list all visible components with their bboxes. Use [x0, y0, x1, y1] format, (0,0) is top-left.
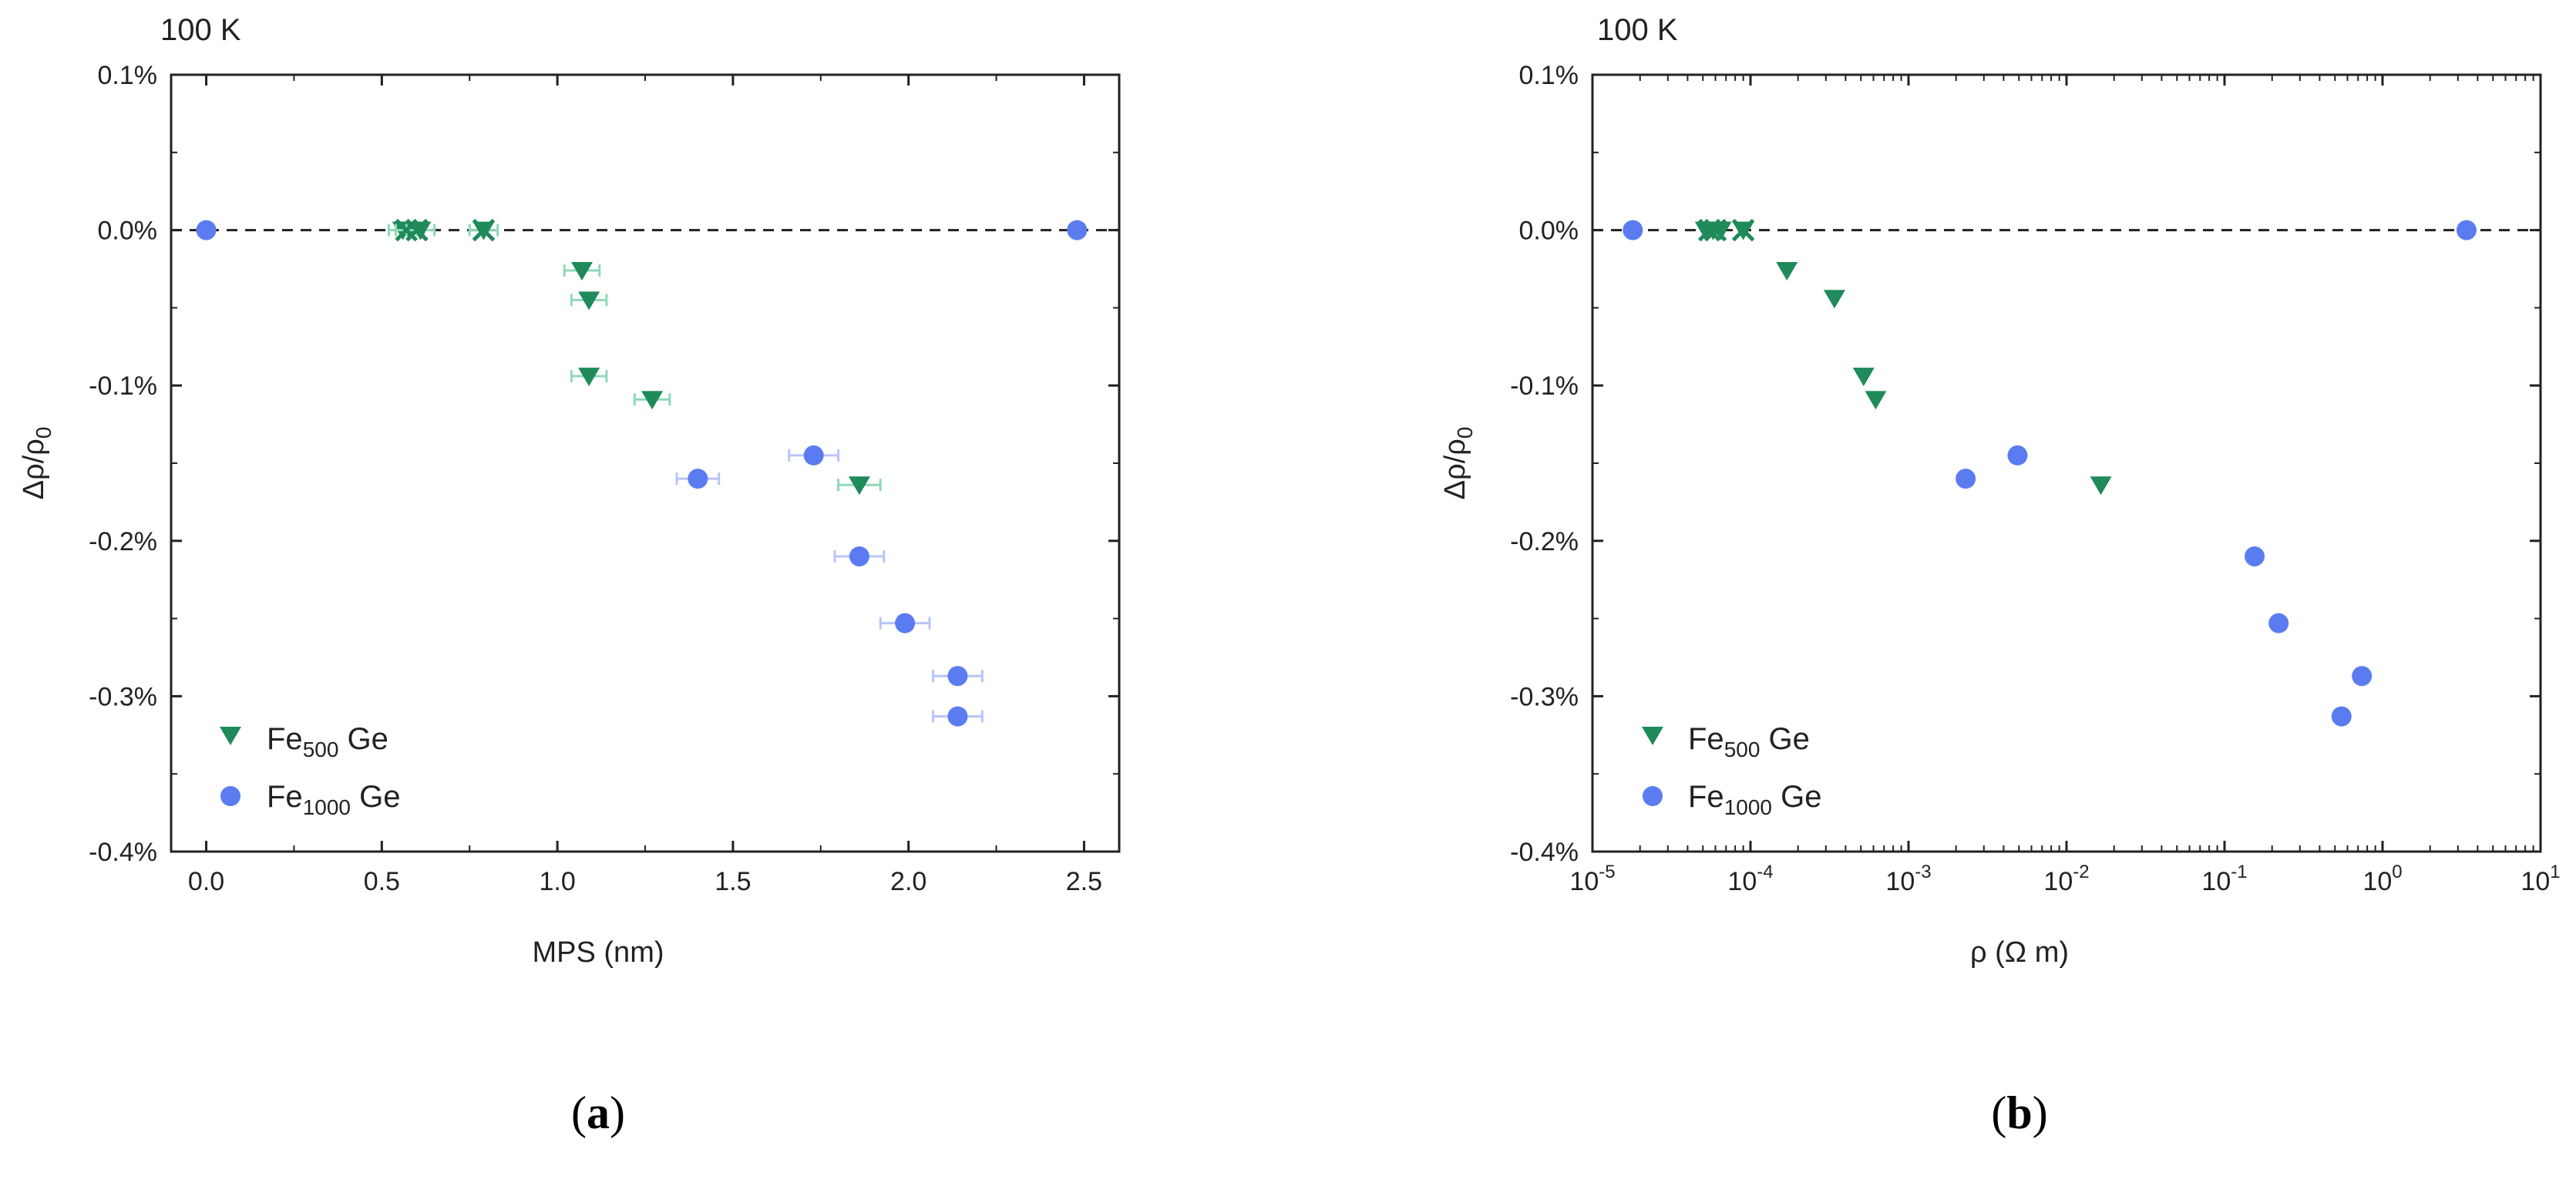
x-tick-label: 10-1 [2201, 862, 2247, 896]
panel-b-x-ticks: 10-5 10-4 10-3 10-2 10-1 100 101 [1569, 75, 2561, 896]
panel-b-y-axis-title: Δρ/ρ0 [1439, 427, 1477, 500]
fe1000-point [849, 546, 869, 566]
fe1000-point [688, 469, 708, 489]
fe1000-point [803, 445, 824, 465]
overlap-point [1698, 218, 1721, 242]
y-tick-label: 0.1% [1519, 61, 1579, 90]
overlap-point [405, 218, 429, 242]
fe1000-point [2268, 613, 2289, 633]
panel-a-legend-fe500-marker [220, 727, 241, 745]
overlap-point [1731, 218, 1755, 242]
y-tick-label: 0.1% [98, 61, 158, 90]
fe500-point [641, 391, 664, 410]
panel-b-legend-fe1000-label: Fe1000 Ge [1688, 780, 1821, 819]
x-tick-label: 1.5 [715, 867, 751, 896]
panel-a-legend-fe1000-label: Fe1000 Ge [267, 780, 400, 819]
panel-a-caption: (a) [571, 1087, 625, 1138]
fe1000-point [2331, 706, 2352, 727]
overlap-point [1703, 218, 1727, 242]
panel-a-y-axis-title: Δρ/ρ0 [18, 427, 55, 500]
panel-a-plot-frame [170, 73, 1121, 853]
fe1000-point [2352, 666, 2373, 687]
x-tick-label: 101 [2521, 862, 2560, 896]
panel-b-caption: (b) [1991, 1087, 2047, 1138]
panel-b: 100 K 0.1%0.0%-0.1%-0.2%-0.3%-0.4% 10-5 1… [1439, 13, 2561, 1138]
x-tick-label: 10-2 [2043, 862, 2089, 896]
panel-a-y-ticks: 0.1% 0.0% -0.1% -0.2% -0.3% -0.4% [89, 61, 1119, 867]
fe500-point [1852, 368, 1875, 387]
panel-a-data-marks [196, 218, 1088, 727]
y-tick-label: 0.0% [98, 217, 158, 246]
x-tick-label: 2.5 [1066, 867, 1102, 896]
fe1000-point [1623, 220, 1643, 240]
panel-b-legend-fe1000-marker [1643, 786, 1663, 806]
panel-a-y-axis-title-sub: 0 [32, 427, 55, 439]
fe1000-point [2456, 220, 2477, 240]
panel-a-x-ticks: 0.0 0.5 1.0 1.5 2.0 2.5 [188, 75, 1102, 896]
y-tick-label: 0.0% [1519, 217, 1579, 246]
y-tick-label: -0.4% [1510, 838, 1579, 867]
panel-b-corner-label: 100 K [1597, 13, 1678, 47]
panel-b-y-axis-title-sub: 0 [1453, 427, 1477, 439]
panel-a-legend-fe1000-marker [220, 786, 240, 806]
panel-a-y-axis-title-main: Δρ/ρ [18, 439, 50, 499]
panel-b-legend: Fe500 Ge Fe1000 Ge [1642, 722, 1821, 819]
fe1000-point [2245, 546, 2265, 566]
x-tick-label: 0.5 [364, 867, 400, 896]
y-tick-label: -0.2% [89, 527, 157, 556]
x-tick-label: 10-4 [1727, 862, 1773, 896]
fe500-point [1865, 391, 1887, 410]
panel-b-legend-fe500-label: Fe500 Ge [1688, 722, 1810, 761]
fe500-point [578, 368, 600, 387]
fe500-point [1776, 262, 1798, 281]
fe500-point [848, 476, 870, 496]
x-tick-label: 10-3 [1885, 862, 1931, 896]
overlap-point [395, 218, 418, 242]
panel-b-data-marks [1623, 218, 2477, 727]
panel-b-x-axis-title: ρ (Ω m) [1970, 936, 2069, 969]
y-tick-label: -0.3% [1510, 682, 1579, 711]
y-tick-label: -0.3% [89, 682, 157, 711]
overlap-point [472, 218, 496, 242]
y-tick-label: -0.2% [1510, 527, 1579, 556]
fe1000-point [895, 613, 916, 633]
panel-a-corner-label: 100 K [160, 13, 241, 47]
x-tick-label: 100 [2362, 862, 2402, 896]
fe1000-point [1956, 469, 1976, 489]
x-tick-label: 2.0 [890, 867, 926, 896]
panel-a: 100 K 0.1%0.0%-0.1%-0.2%-0.3%-0.4% 0.0 0.… [18, 13, 1121, 1138]
y-tick-label: -0.1% [89, 371, 157, 401]
panel-a-legend-fe500-label: Fe500 Ge [267, 722, 388, 761]
fe1000-point [1067, 220, 1088, 240]
x-tick-label: 10-5 [1569, 862, 1615, 896]
fe500-point [1823, 290, 1845, 309]
fe500-point [578, 291, 600, 311]
fe1000-point [947, 666, 968, 687]
fe500-point [2090, 476, 2112, 496]
fe500-point [571, 262, 593, 281]
fe1000-point [2007, 445, 2028, 465]
panel-b-y-axis-title-main: Δρ/ρ [1439, 439, 1471, 499]
x-tick-label: 0.0 [188, 867, 224, 896]
fe1000-point [196, 220, 217, 240]
panel-b-y-ticks: 0.1% 0.0% -0.1% -0.2% -0.3% -0.4% [1510, 61, 2541, 867]
y-tick-label: -0.4% [89, 838, 157, 867]
y-tick-label: -0.1% [1510, 371, 1579, 401]
x-tick-label: 1.0 [539, 867, 575, 896]
panel-a-legend: Fe500 Ge Fe1000 Ge [220, 722, 400, 819]
panel-b-legend-fe500-marker [1642, 727, 1663, 745]
panel-a-x-axis-title: MPS (nm) [533, 936, 664, 969]
panel-b-plot-frame [1591, 73, 2542, 853]
fe1000-point [947, 706, 968, 727]
